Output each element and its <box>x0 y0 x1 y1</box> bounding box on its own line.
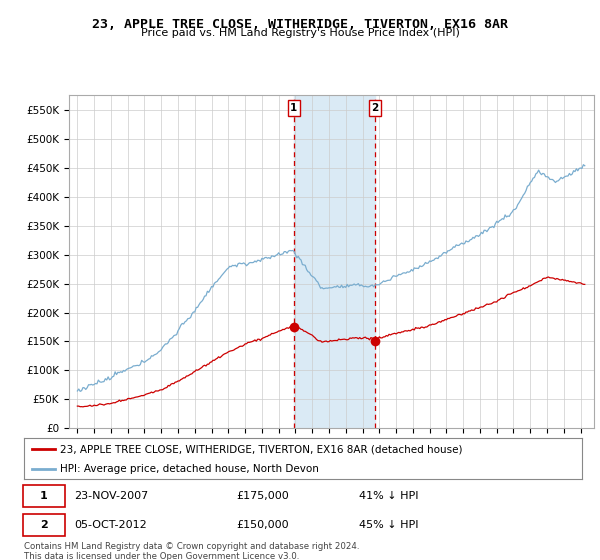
Text: 1: 1 <box>290 103 298 113</box>
FancyBboxPatch shape <box>23 486 65 507</box>
Text: 23-NOV-2007: 23-NOV-2007 <box>74 492 148 501</box>
Text: £150,000: £150,000 <box>236 520 289 530</box>
Text: HPI: Average price, detached house, North Devon: HPI: Average price, detached house, Nort… <box>60 464 319 474</box>
Text: 41% ↓ HPI: 41% ↓ HPI <box>359 492 418 501</box>
Text: 2: 2 <box>40 520 47 530</box>
Text: Contains HM Land Registry data © Crown copyright and database right 2024.
This d: Contains HM Land Registry data © Crown c… <box>24 542 359 560</box>
Text: 05-OCT-2012: 05-OCT-2012 <box>74 520 147 530</box>
Text: Price paid vs. HM Land Registry's House Price Index (HPI): Price paid vs. HM Land Registry's House … <box>140 28 460 38</box>
Bar <box>294 95 375 428</box>
Text: 2: 2 <box>371 103 379 113</box>
Text: 23, APPLE TREE CLOSE, WITHERIDGE, TIVERTON, EX16 8AR (detached house): 23, APPLE TREE CLOSE, WITHERIDGE, TIVERT… <box>60 445 463 454</box>
Text: 1: 1 <box>40 492 47 501</box>
Text: 23, APPLE TREE CLOSE, WITHERIDGE, TIVERTON, EX16 8AR: 23, APPLE TREE CLOSE, WITHERIDGE, TIVERT… <box>92 18 508 31</box>
Text: 45% ↓ HPI: 45% ↓ HPI <box>359 520 418 530</box>
FancyBboxPatch shape <box>23 514 65 536</box>
Text: £175,000: £175,000 <box>236 492 289 501</box>
